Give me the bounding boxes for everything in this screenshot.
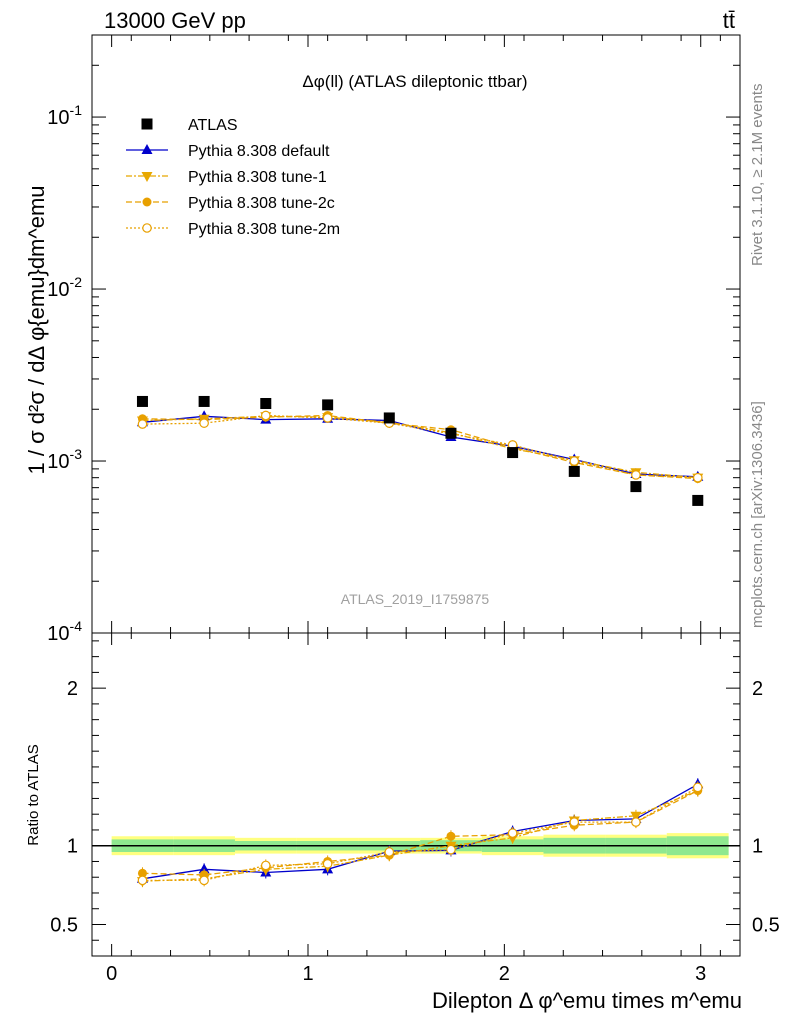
main-data-point-square: [136, 395, 148, 407]
x-tick-label: 0: [106, 963, 117, 985]
y-axis-title-text: 1 / σ d²σ / dΔ φ{emu}dm^emu: [24, 185, 49, 474]
watermark-analysis-id: ATLAS_2019_I1759875: [341, 591, 490, 607]
legend-marker-triangle-down: [141, 172, 153, 182]
main-data-point-square: [507, 447, 519, 459]
header-energy-label: 13000 GeV pp: [104, 8, 246, 33]
main-data-point-square: [568, 465, 580, 477]
legend-label: Pythia 8.308 tune-1: [188, 169, 327, 186]
ratio-series-line: [142, 790, 699, 876]
main-panel: 10-410-310-210-1 Δφ(ll) (ATLAS dileptoni…: [47, 34, 741, 645]
main-y-tick-label: 10-2: [47, 274, 82, 301]
main-y-tick-label-base: 10: [47, 623, 69, 645]
legend-label: Pythia 8.308 default: [188, 143, 330, 160]
ratio-plot-frame: [91, 632, 741, 957]
chart-title: Δφ(ll) (ATLAS dileptonic ttbar): [302, 72, 527, 91]
ratio-point-circle: [446, 831, 456, 841]
main-y-tick-label-base: 10: [47, 451, 69, 473]
main-series-line: [142, 414, 698, 479]
ratio-y-tick-label-right: 2: [752, 678, 763, 700]
main-y-tick-label: 10-4: [47, 618, 82, 645]
ratio-axes: 0.5 0.5 1 1 2 2 0 1 2 3: [50, 633, 780, 985]
ratio-point-circle-open: [446, 844, 456, 855]
main-data-point-square: [692, 494, 704, 506]
header-process-label: tt̄: [723, 8, 735, 33]
x-tick-label: 2: [499, 963, 510, 985]
ratio-point-triangle-up: [198, 863, 210, 874]
rivet-version-label: Rivet 3.1.10, ≥ 2.1M events: [749, 84, 766, 267]
legend: ATLAS Pythia 8.308 default Pythia 8.308 tu…: [126, 117, 340, 238]
main-y-tick-label-exponent: -4: [70, 618, 83, 634]
ratio-series-line: [142, 786, 699, 882]
main-point-circle-open: [569, 456, 580, 466]
mcplots-label: mcplots.cern.ch [arXiv:1306.3436]: [749, 401, 766, 628]
ratio-point-circle-open: [692, 782, 703, 793]
main-point-circle-open: [137, 419, 148, 429]
main-y-tick-label-exponent: -3: [70, 446, 83, 462]
legend-marker-square: [141, 118, 153, 130]
legend-label: ATLAS: [188, 117, 238, 134]
main-data-point-square: [260, 397, 272, 409]
ratio-band: [92, 833, 740, 859]
main-point-circle-open: [322, 413, 333, 423]
main-point-circle-open: [199, 418, 209, 428]
main-y-tick-label-exponent: -2: [70, 274, 83, 290]
main-data-point-square: [198, 395, 210, 407]
y-axis-title: 1 / σ d²σ / dΔ φ{emu}dm^emu: [24, 185, 49, 474]
ratio-y-tick-label-right: 1: [752, 836, 763, 858]
ratio-panel: 0.5 0.5 1 1 2 2 0 1 2 3: [50, 632, 780, 985]
main-series-line: [142, 415, 698, 479]
ratio-y-tick-label-right: 0.5: [752, 914, 780, 936]
ratio-point-circle: [137, 868, 147, 878]
legend-label: Pythia 8.308 tune-2c: [188, 195, 335, 212]
main-data-point-square: [322, 399, 334, 411]
main-y-tick-label-base: 10: [47, 107, 69, 129]
main-series-layer: [136, 395, 704, 506]
ratio-y-tick-label: 1: [67, 836, 78, 858]
ratio-point-circle-open: [137, 875, 148, 886]
main-y-tick-label: 10-1: [47, 102, 82, 129]
ratio-point-circle-open: [384, 847, 395, 857]
main-data-point-square: [630, 481, 642, 493]
ratio-y-tick-label: 2: [67, 678, 78, 700]
ratio-point-circle-open: [507, 828, 518, 838]
x-axis-title: Dilepton Δ φ^emu times m^emu: [432, 988, 742, 1013]
main-data-point-square: [445, 427, 457, 439]
ratio-y-axis-title-text: Ratio to ATLAS: [25, 744, 42, 845]
ratio-point-circle-open: [260, 860, 271, 871]
main-point-circle-open: [260, 410, 271, 421]
ratio-series-layer: [136, 778, 704, 888]
main-series-line: [142, 414, 698, 480]
x-tick-label: 3: [695, 963, 706, 985]
ratio-y-tick-label: 0.5: [50, 914, 78, 936]
main-y-tick-label-exponent: -1: [70, 102, 83, 118]
main-point-circle-open: [631, 470, 641, 480]
ratio-point-circle-open: [322, 859, 333, 869]
ratio-series-line: [142, 783, 699, 880]
main-y-tick-label: 10-3: [47, 446, 82, 473]
ratio-point-circle-open: [569, 817, 580, 827]
legend-marker-circle-open: [142, 223, 152, 233]
ratio-y-axis-title: Ratio to ATLAS: [25, 744, 42, 845]
ratio-point-circle-open: [199, 875, 209, 886]
main-y-tick-label-base: 10: [47, 279, 69, 301]
main-point-circle-open: [692, 472, 703, 483]
main-data-point-square: [383, 412, 395, 424]
legend-label: Pythia 8.308 tune-2m: [188, 221, 340, 238]
main-axes: 10-410-310-210-1: [47, 35, 740, 645]
legend-marker-circle: [142, 197, 152, 207]
legend-marker-triangle-up: [141, 144, 153, 154]
x-tick-label: 1: [302, 963, 313, 985]
ratio-point-circle-open: [631, 817, 641, 827]
